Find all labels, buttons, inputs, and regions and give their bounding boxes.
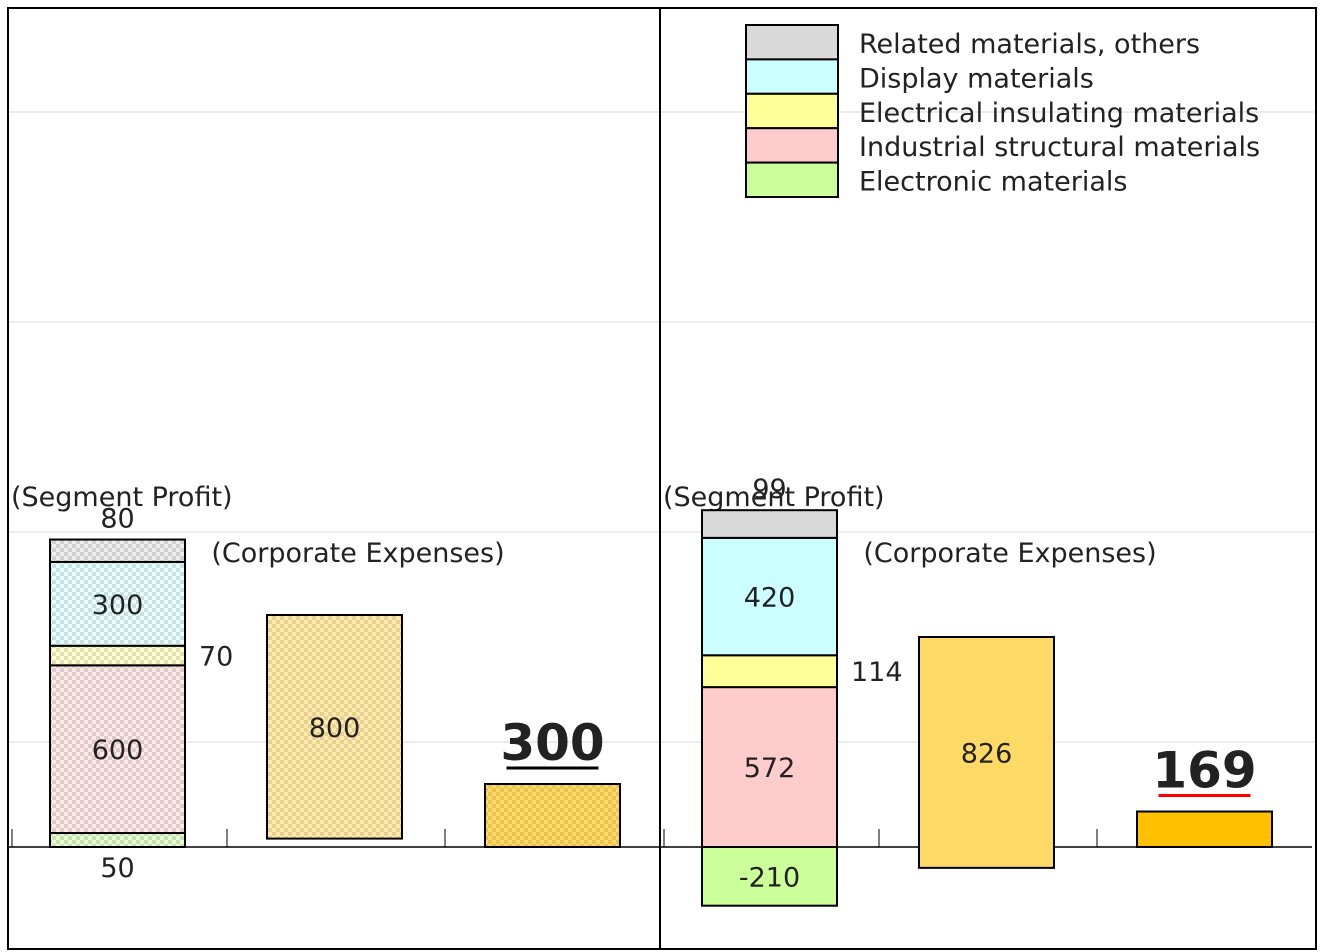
legend-label-industrial: Industrial structural materials: [859, 132, 1260, 163]
corporate-expenses-bar: [266, 614, 403, 840]
total-value: 169: [1152, 742, 1256, 800]
segment-profit-label: (Segment Profit): [663, 482, 885, 513]
total-value: 300: [500, 714, 604, 772]
chart-panels: (Segment Profit) (Corporate Expenses) 50 60…: [8, 474, 1312, 907]
legend-swatch-electronic: [745, 161, 839, 199]
bar-segment-industrial: [701, 686, 838, 848]
total-bar: [484, 783, 621, 848]
chart-border: [7, 7, 1317, 950]
legend-label-insulating: Electrical insulating materials: [859, 98, 1259, 129]
corporate-expenses-label: (Corporate Expenses): [211, 538, 504, 569]
bar-segment-insulating: [49, 644, 186, 667]
gridlines: [9, 111, 1315, 743]
bar-segment-others: [701, 509, 838, 539]
corporate-expenses-label: (Corporate Expenses): [863, 538, 1156, 569]
legend-swatch-insulating: [745, 92, 839, 130]
data-label-industrial: 572: [744, 753, 796, 784]
legend-label-display: Display materials: [859, 63, 1094, 94]
segment-profit-label: (Segment Profit): [11, 482, 233, 513]
bar-segment-display: [49, 560, 186, 647]
legend-swatch-industrial: [745, 127, 839, 164]
data-label-electronic: 50: [100, 853, 134, 884]
legend-swatch-display: [745, 58, 839, 95]
bar-segment-electronic: [49, 832, 186, 849]
bar-segment-electronic: [701, 846, 838, 907]
corporate-expenses-bar: [918, 636, 1055, 869]
corporate-expenses-value: 826: [961, 738, 1013, 769]
data-label-electronic: -210: [739, 862, 800, 893]
data-label-others: 99: [752, 474, 786, 505]
data-label-display: 420: [744, 583, 796, 614]
data-label-insulating: 114: [851, 657, 903, 688]
legend-label-others: Related materials, others: [859, 29, 1200, 60]
data-label-others: 80: [100, 504, 134, 535]
data-label-insulating: 70: [199, 642, 233, 673]
data-label-industrial: 600: [92, 735, 144, 766]
data-label-display: 300: [92, 590, 144, 621]
legend-label-electronic: Electronic materials: [859, 167, 1127, 198]
legend-swatch-others: [745, 24, 839, 61]
corporate-expenses-value: 800: [309, 713, 361, 744]
total-bar: [1136, 810, 1273, 849]
bar-segment-display: [701, 536, 838, 657]
bar-segment-insulating: [701, 654, 838, 689]
panel-1: (Segment Profit) (Corporate Expenses) 50 60…: [8, 482, 660, 884]
panel-2: (Segment Profit) (Corporate Expenses) -210…: [660, 474, 1312, 907]
bar-segment-others: [49, 538, 186, 563]
bar-segment-industrial: [49, 664, 186, 835]
